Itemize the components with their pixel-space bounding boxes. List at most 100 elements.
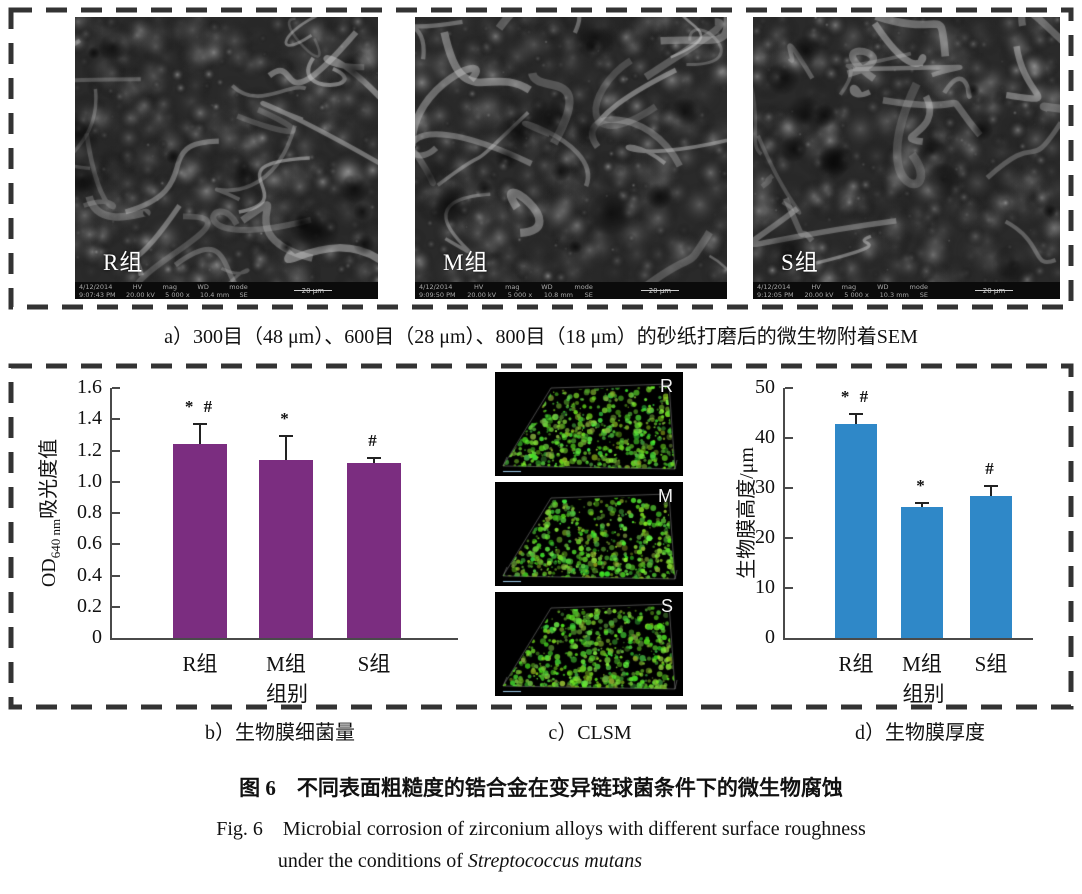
y-axis-title-part: 640 nm: [48, 518, 63, 559]
sem-micrograph-canvas: [75, 17, 378, 299]
error-bar-cap: [367, 457, 381, 460]
caption-a: a）300目（48 μm）、600目（28 μm）、800目（18 μm）的砂纸…: [164, 326, 918, 348]
sem-info-columns: 4/12/2014 HV mag WD mode 9:12:05 PM 20.00 kV 5 …: [753, 283, 928, 299]
y-tick: [785, 537, 793, 539]
significance-annotation: #: [368, 431, 380, 451]
clsm-panel: R M S: [495, 372, 683, 702]
clsm-image-m: M: [495, 482, 683, 586]
clsm-group-letter: R: [660, 376, 673, 396]
sem-group-label: S组: [781, 250, 819, 275]
sem-group-label: R组: [103, 250, 144, 275]
y-axis-title-part: 生物膜高度/μm: [736, 447, 758, 579]
error-bar: [921, 502, 923, 507]
sem-info-cell: 20.00 kV: [804, 290, 834, 299]
clsm-image-s: S: [495, 592, 683, 696]
species-name: Streptococcus mutans: [467, 850, 643, 872]
y-tick: [785, 437, 793, 439]
y-tick-label: 30: [755, 476, 775, 498]
significance-annotation: *: [280, 409, 292, 429]
y-tick-label: 1.0: [77, 469, 102, 492]
y-tick-label: 50: [755, 376, 775, 398]
sem-info-cell: HV: [811, 282, 821, 291]
error-bar: [199, 423, 201, 445]
caption-d: d）生物膜厚度: [855, 722, 985, 744]
error-bar-cap: [279, 435, 293, 438]
sem-info-cell: mag: [841, 282, 857, 291]
y-tick-label: 0.2: [77, 594, 102, 617]
y-tick-label: 0.4: [77, 563, 102, 586]
y-tick: [112, 543, 120, 546]
data-bar-M组: [901, 506, 943, 638]
sem-image-3: S组 4/12/2014 HV mag WD mode 9:12:05 PM 20.00 kV…: [753, 17, 1060, 299]
sem-info-columns: 4/12/2014 HV mag WD mode 9:07:43 PM 20.00 kV 5 …: [75, 283, 248, 299]
sem-image-1: R组 4/12/2014 HV mag WD mode 9:07:43 PM 20.00 kV…: [75, 17, 378, 299]
significance-annotation: *: [916, 475, 928, 495]
y-tick: [112, 512, 120, 514]
y-tick-label: 20: [755, 526, 775, 548]
category-label: S组: [974, 652, 1008, 676]
y-axis-title-part: OD: [38, 558, 60, 588]
figure-title-en-line2-prefix: under the conditions of: [277, 850, 468, 872]
sem-info-cell: mode: [909, 282, 928, 291]
sem-info-row-2: 9:12:05 PM 20.00 kV 5 000 x 10.3 mm SE: [757, 291, 928, 299]
y-tick: [112, 449, 120, 452]
data-bar-R组: [835, 424, 877, 638]
y-tick: [785, 387, 793, 389]
bar-chart-biofilm-bacteria: 0 0.2 0.4 0.6 0.8 1.0 1.2 1.4 1.6 * # R组 * M组 # S组 组别 OD…: [30, 372, 482, 706]
y-tick: [785, 587, 793, 589]
sem-info-row-2: 9:09:50 PM 20.00 kV 5 000 x 10.8 mm SE: [419, 291, 593, 299]
sem-info-cell: WD: [541, 282, 553, 291]
scale-line-right: [974, 290, 1013, 291]
y-axis-title-part: 吸光度值: [38, 438, 60, 519]
clsm-canvas: [495, 592, 683, 696]
significance-annotation: * #: [184, 396, 216, 416]
figure-title-en: Fig. 6 Microbial corrosion of zirconium …: [216, 818, 866, 840]
y-tick-label: 10: [755, 576, 775, 598]
sem-info-cell: 5 000 x: [165, 290, 190, 299]
sem-info-cell: HV: [474, 282, 484, 291]
sem-info-cell: mode: [574, 282, 593, 291]
error-bar: [373, 458, 375, 463]
sem-info-cell: 20.00 kV: [125, 290, 155, 299]
bar-chart-biofilm-thickness: 0 10 20 30 40 50 * # R组 * M组 # S组 组别 生物膜高度/μm: [736, 372, 1072, 706]
data-bar-M组: [259, 459, 313, 638]
error-bar-cap: [915, 501, 929, 504]
figure-title-zh: 图 6 不同表面粗糙度的锆合金在变异链球菌条件下的微生物腐蚀: [239, 776, 843, 800]
caption-b: b）生物膜细菌量: [205, 722, 355, 744]
sem-info-cell: WD: [877, 282, 889, 291]
sem-info-cell: 10.4 mm: [199, 290, 230, 299]
error-bar-cap: [193, 422, 207, 425]
sem-info-cell: mag: [162, 282, 177, 291]
category-label: R组: [838, 652, 874, 676]
sem-info-cell: 4/12/2014: [419, 282, 453, 291]
sem-info-cell: 9:12:05 PM: [757, 290, 794, 299]
sem-scale-bar: 20 μm: [928, 287, 1060, 295]
scale-line-right: [640, 290, 679, 291]
data-bar-S组: [347, 463, 401, 638]
significance-annotation: #: [985, 459, 997, 478]
clsm-canvas: [495, 482, 683, 586]
sem-image-2: M组 4/12/2014 HV mag WD mode 9:09:50 PM 20.00 kV…: [415, 17, 727, 299]
sem-info-cell: HV: [132, 282, 143, 291]
y-tick: [112, 480, 120, 483]
x-axis: [783, 638, 1033, 640]
sem-info-cell: 20.00 kV: [467, 290, 497, 299]
y-axis-title: 生物膜高度/μm: [730, 447, 762, 579]
sem-info-cell: SE: [239, 290, 248, 299]
sem-micrograph-canvas: [753, 17, 1060, 299]
x-axis: [110, 638, 458, 640]
category-label: M组: [902, 652, 942, 676]
sem-info-cell: mode: [229, 282, 248, 291]
sem-info-columns: 4/12/2014 HV mag WD mode 9:09:50 PM 20.00 kV 5 …: [415, 283, 593, 299]
y-tick: [112, 418, 120, 421]
y-tick: [785, 487, 793, 489]
clsm-canvas: [495, 372, 683, 476]
sem-info-cell: 9:07:43 PM: [79, 290, 116, 299]
sem-info-row-2: 9:07:43 PM 20.00 kV 5 000 x 10.4 mm SE: [79, 291, 248, 299]
sem-info-row-1: 4/12/2014 HV mag WD mode: [757, 283, 928, 291]
sem-info-bar: 4/12/2014 HV mag WD mode 9:07:43 PM 20.00 kV 5 …: [75, 282, 378, 299]
y-tick-label: 1.4: [77, 407, 102, 430]
sem-info-bar: 4/12/2014 HV mag WD mode 9:12:05 PM 20.00 kV 5 …: [753, 282, 1060, 299]
sem-info-cell: WD: [197, 282, 209, 291]
